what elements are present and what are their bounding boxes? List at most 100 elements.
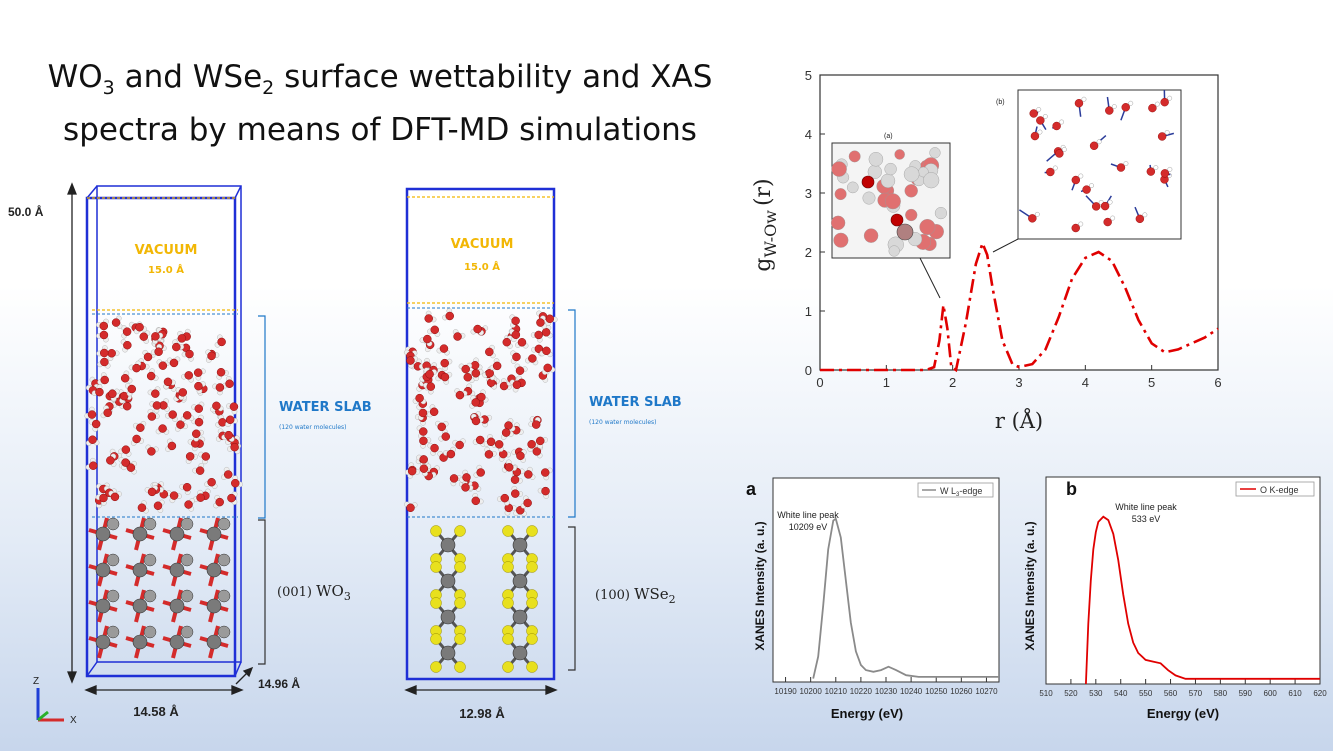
- oxygen-atom: [494, 440, 504, 449]
- inset-oxygen-atom: [1089, 141, 1099, 150]
- tungsten-atom: [440, 609, 456, 625]
- oxygen-atom: [108, 389, 117, 399]
- oxygen-atom: [87, 410, 97, 419]
- inset-hydrogen-atom: [1167, 95, 1173, 101]
- oxygen-atom: [193, 368, 203, 377]
- oxygen-atom: [100, 375, 109, 385]
- wse2-model: VACUUM 15.0 Å WATER SLAB (120 water mole…: [403, 187, 682, 721]
- oxygen-atom: [168, 410, 177, 419]
- oxygen-atom: [504, 463, 514, 472]
- oxygen-atom: [430, 325, 440, 335]
- oxygen-atom: [500, 493, 510, 503]
- oxygen-atom: [407, 466, 417, 476]
- oxygen-atom: [153, 501, 163, 510]
- oxygen-atom: [95, 387, 104, 397]
- inset-hydrogen-atom: [1037, 129, 1043, 135]
- inset-hydrogen-atom: [1123, 161, 1129, 166]
- oxygen-atom: [419, 464, 429, 473]
- xanes-a-series-line: [812, 517, 999, 679]
- x-tick-label: 560: [1164, 689, 1178, 698]
- water-slab-label-left: WATER SLAB: [279, 400, 372, 415]
- oxygen-atom: [223, 470, 233, 479]
- tungsten-atom: [512, 609, 528, 625]
- oxygen-atom: [425, 369, 434, 379]
- inset-hydrogen-atom: [1142, 212, 1148, 218]
- selenium-atom: [502, 525, 514, 537]
- oxygen-atom: [227, 493, 236, 503]
- oxygen-atom: [218, 418, 227, 427]
- slab-label-right: (100) WSe2: [595, 585, 676, 606]
- selenium-atom: [502, 661, 514, 673]
- selenium-atom: [526, 661, 538, 673]
- tungsten-atom: [106, 589, 120, 603]
- tungsten-atom: [106, 517, 120, 531]
- x-tick-label: 1: [883, 375, 890, 390]
- oxygen-atom: [542, 346, 551, 356]
- oxygen-atom: [178, 388, 188, 397]
- oxygen-atom: [415, 393, 424, 403]
- oxygen-atom: [504, 421, 513, 430]
- tungsten-atom: [143, 517, 157, 531]
- oxygen-atom: [139, 332, 149, 341]
- oxygen-atom: [185, 349, 194, 359]
- tungsten-atom: [440, 645, 456, 661]
- inset-tungsten-atom: [896, 223, 914, 241]
- oxygen-atom: [536, 318, 545, 327]
- inset-oxygen-atom: [861, 175, 875, 189]
- oxygen-atom: [215, 383, 225, 392]
- oxygen-atom: [485, 347, 494, 357]
- oxygen-atom: [462, 473, 471, 482]
- x-tick-label: 10250: [925, 687, 948, 696]
- oxygen-atom: [231, 478, 240, 488]
- oxygen-atom: [146, 371, 156, 381]
- y-tick-label: 3: [805, 186, 812, 201]
- oxygen-atom: [99, 321, 109, 331]
- x-tick-label: 10210: [825, 687, 848, 696]
- inset-atom: [888, 245, 900, 257]
- tungsten-atom: [143, 625, 157, 639]
- selenium-atom: [502, 597, 514, 609]
- oxygen-atom: [212, 401, 221, 411]
- oxygen-atom: [540, 468, 550, 477]
- oxygen-atom: [455, 390, 465, 400]
- oxygen-atom: [195, 466, 205, 475]
- inset-oxygen-atom: [1030, 131, 1040, 141]
- inset-b-atoms: [1019, 90, 1175, 233]
- svg-text:gW-Ow(r): gW-Ow(r): [751, 178, 780, 271]
- inset-atom: [904, 184, 918, 198]
- inset-hydrogen-atom: [1107, 199, 1113, 205]
- tungsten-atom: [217, 589, 231, 603]
- oxygen-atom: [527, 440, 536, 449]
- x-tick-label: 2: [949, 375, 956, 390]
- oxygen-atom: [528, 354, 537, 363]
- oxygen-atom: [429, 407, 439, 417]
- oxygen-atom: [224, 430, 233, 440]
- oxygen-atom: [151, 332, 160, 341]
- inset-oxygen-atom: [1071, 223, 1080, 233]
- water-slab-label-right: WATER SLAB: [589, 395, 682, 410]
- oxygen-atom: [121, 445, 131, 454]
- rdf-inset-b: (b): [992, 89, 1182, 253]
- vacuum-size-left: 15.0 Å: [148, 263, 184, 276]
- oxygen-atom: [471, 398, 480, 407]
- x-tick-label: 3: [1015, 375, 1022, 390]
- oxygen-atom: [100, 357, 109, 367]
- oxygen-atom: [137, 503, 147, 512]
- oxygen-atom: [185, 452, 195, 461]
- oxygen-atom: [441, 432, 451, 441]
- wo3-slab-atoms: [88, 517, 231, 659]
- y-tick-label: 0: [805, 363, 812, 378]
- x-tick-label: 4: [1082, 375, 1089, 390]
- inset-oxygen-atom: [1157, 132, 1167, 141]
- oxygen-atom: [534, 330, 543, 340]
- xanes-b-x-axis-label: Energy (eV): [1147, 706, 1219, 721]
- inset-atom: [830, 215, 846, 231]
- xanes-b-series-line: [1085, 515, 1320, 685]
- rdf-x-axis-label: r (Å): [995, 408, 1043, 433]
- x-tick-label: 530: [1089, 689, 1103, 698]
- x-tick-label: 590: [1239, 689, 1253, 698]
- tungsten-atom: [95, 526, 111, 542]
- inset-hydrogen-atom: [1110, 215, 1116, 221]
- tungsten-atom: [206, 526, 222, 542]
- tungsten-atom: [95, 562, 111, 578]
